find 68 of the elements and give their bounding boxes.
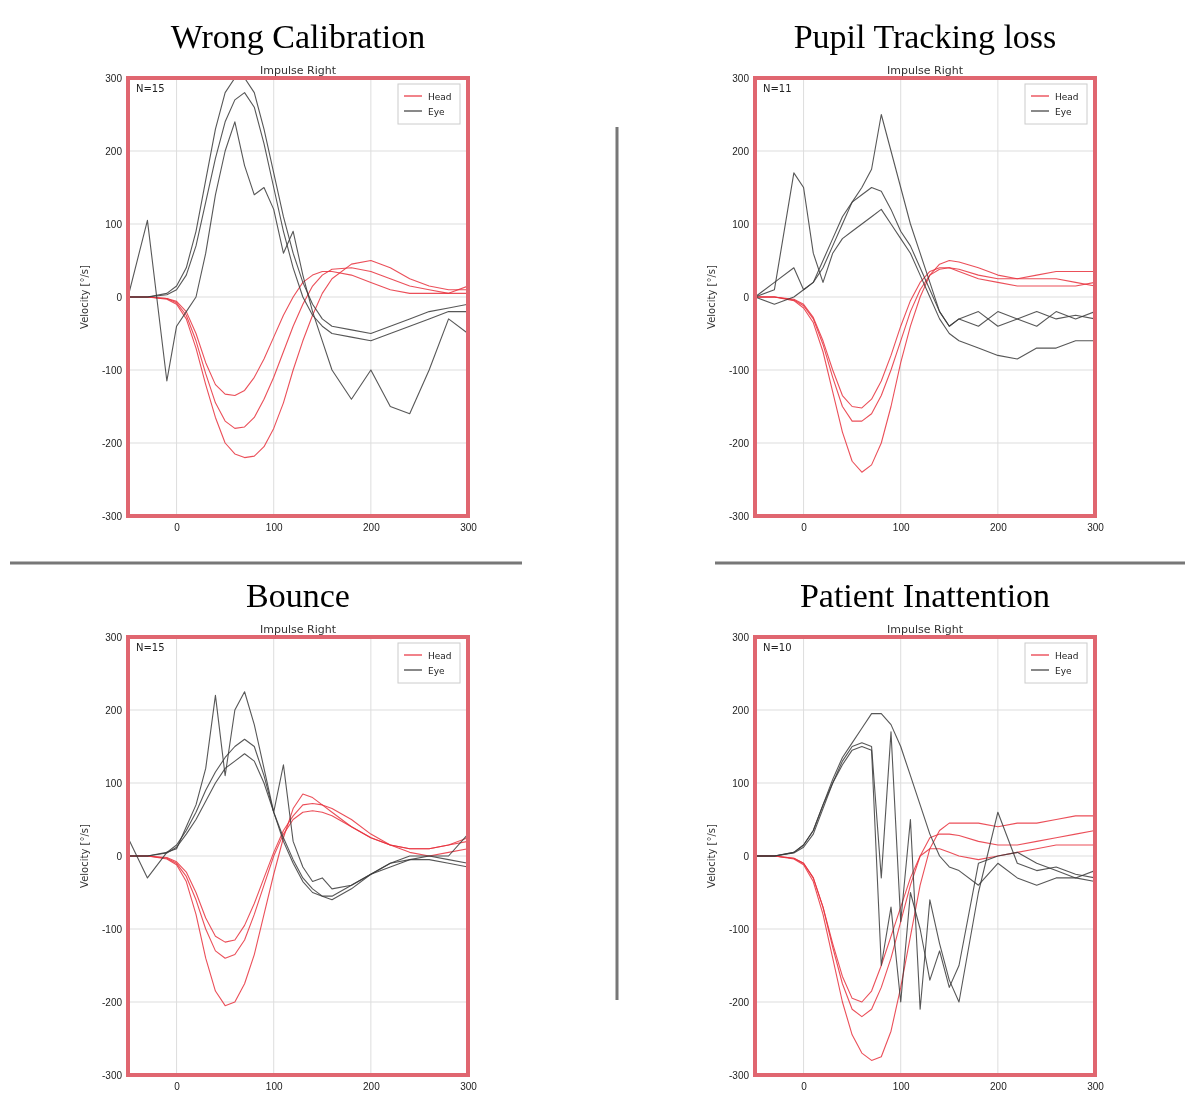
chart-title: Patient Inattention [799, 577, 1051, 614]
y-tick-label: -200 [728, 996, 750, 1008]
x-tick-label: 200 [990, 522, 1008, 534]
legend-label: Eye [428, 665, 446, 676]
x-tick-label: 300 [1087, 1081, 1105, 1093]
x-tick-label: 0 [174, 1081, 181, 1093]
y-tick-label: 200 [732, 145, 750, 157]
y-tick-label: 0 [743, 291, 750, 303]
y-tick-label: 100 [732, 218, 750, 230]
y-tick-label: -200 [101, 437, 123, 449]
x-tick-label: 100 [892, 1081, 910, 1093]
y-tick-label: 100 [105, 777, 123, 789]
y-axis-title: Velocity [°/s] [706, 824, 717, 888]
y-tick-label: 300 [732, 631, 750, 643]
x-tick-label: 300 [460, 1081, 478, 1093]
y-tick-label: 100 [105, 218, 123, 230]
y-tick-label: 0 [116, 291, 123, 303]
x-tick-label: 300 [1087, 522, 1105, 534]
x-tick-label: 200 [363, 1081, 381, 1093]
y-tick-label: 200 [105, 145, 123, 157]
x-tick-label: 200 [363, 522, 381, 534]
legend-label: Eye [1055, 106, 1073, 117]
legend-label: Head [1055, 650, 1079, 661]
legend-label: Eye [428, 106, 446, 117]
annotation: N=11 [763, 83, 792, 94]
y-tick-label: 300 [105, 631, 123, 643]
y-tick-label: -200 [101, 996, 123, 1008]
y-tick-label: -100 [728, 923, 750, 935]
y-tick-label: -200 [728, 437, 750, 449]
y-tick-label: 100 [732, 777, 750, 789]
chart-title: Wrong Calibration [170, 18, 426, 55]
y-tick-label: 300 [732, 72, 750, 84]
y-tick-label: 200 [732, 704, 750, 716]
chart-subtitle: Impulse Right [260, 64, 337, 77]
y-axis-title: Velocity [°/s] [79, 824, 90, 888]
x-tick-label: 0 [801, 1081, 808, 1093]
legend-label: Head [428, 650, 452, 661]
y-tick-label: 0 [116, 850, 123, 862]
chart-subtitle: Impulse Right [260, 623, 337, 636]
y-axis-title: Velocity [°/s] [706, 265, 717, 329]
x-tick-label: 100 [265, 522, 283, 534]
y-tick-label: -300 [728, 1069, 750, 1081]
y-tick-label: -100 [728, 364, 750, 376]
chart-title: Pupil Tracking loss [793, 18, 1057, 55]
y-tick-label: 0 [743, 850, 750, 862]
x-tick-label: 200 [990, 1081, 1008, 1093]
y-tick-label: 200 [105, 704, 123, 716]
x-tick-label: 0 [174, 522, 181, 534]
annotation: N=10 [763, 642, 792, 653]
annotation: N=15 [136, 642, 165, 653]
y-tick-label: -300 [101, 510, 123, 522]
y-tick-label: -300 [728, 510, 750, 522]
annotation: N=15 [136, 83, 165, 94]
x-tick-label: 100 [265, 1081, 283, 1093]
x-tick-label: 0 [801, 522, 808, 534]
y-tick-label: -100 [101, 923, 123, 935]
x-tick-label: 100 [892, 522, 910, 534]
y-tick-label: -100 [101, 364, 123, 376]
chart-title: Bounce [246, 577, 350, 614]
legend-label: Eye [1055, 665, 1073, 676]
y-tick-label: 300 [105, 72, 123, 84]
chart-subtitle: Impulse Right [887, 64, 964, 77]
y-axis-title: Velocity [°/s] [79, 265, 90, 329]
legend-label: Head [428, 91, 452, 102]
legend-label: Head [1055, 91, 1079, 102]
y-tick-label: -300 [101, 1069, 123, 1081]
chart-subtitle: Impulse Right [887, 623, 964, 636]
x-tick-label: 300 [460, 522, 478, 534]
